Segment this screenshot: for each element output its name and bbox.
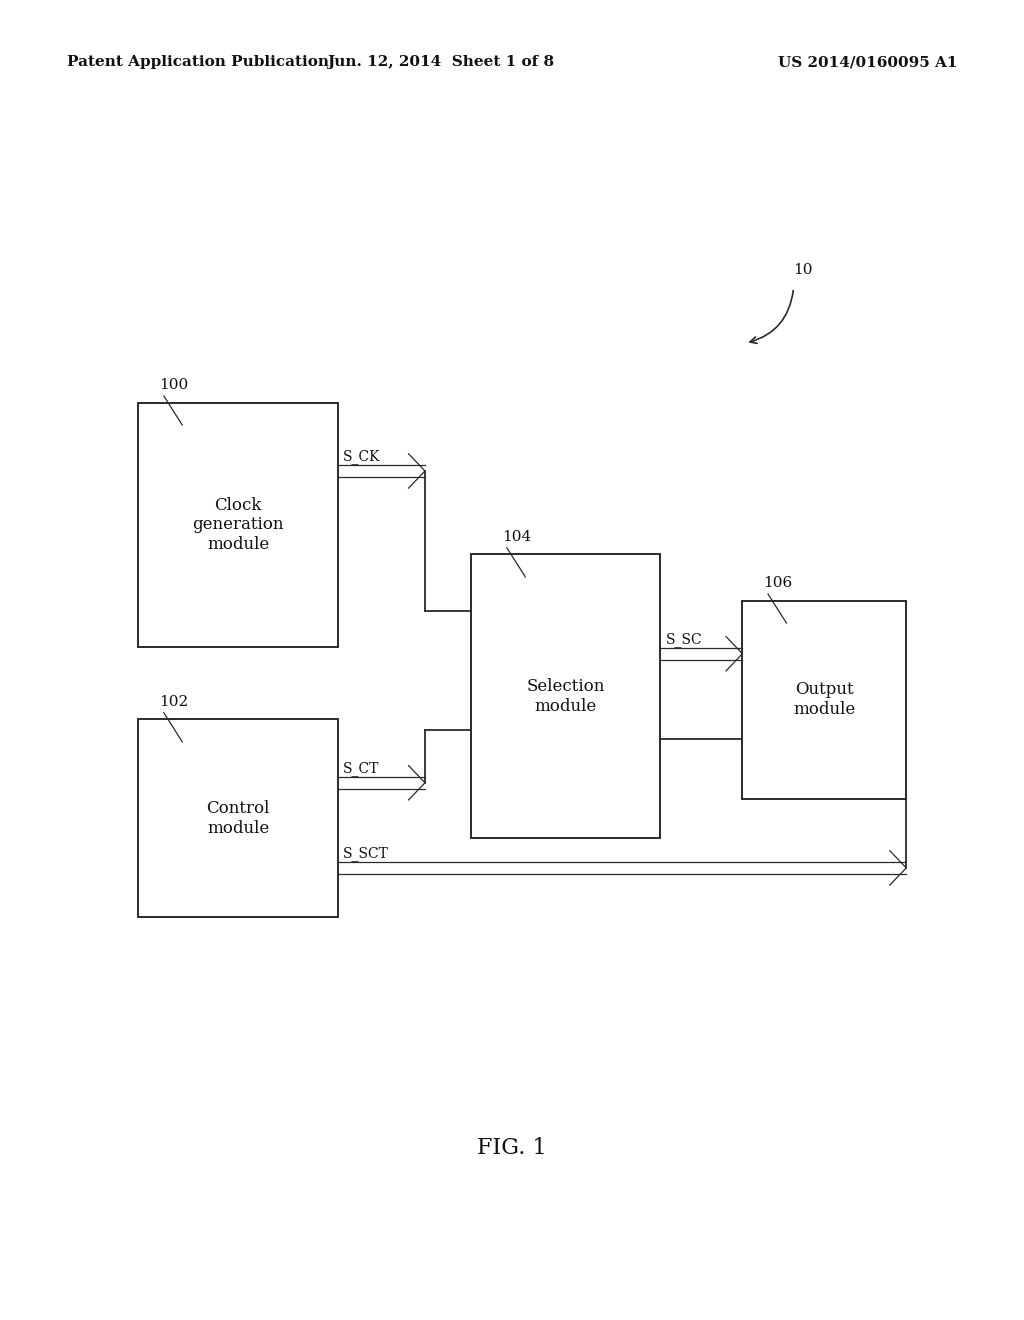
Text: S_CT: S_CT (343, 762, 380, 776)
Text: Clock
generation
module: Clock generation module (193, 496, 284, 553)
Bar (471, 554, 660, 838)
Text: 106: 106 (763, 576, 793, 590)
Text: 100: 100 (159, 378, 188, 392)
Text: 104: 104 (502, 529, 531, 544)
Text: S_CK: S_CK (343, 450, 381, 465)
Text: Jun. 12, 2014  Sheet 1 of 8: Jun. 12, 2014 Sheet 1 of 8 (327, 55, 554, 69)
Text: 10: 10 (794, 263, 813, 277)
Text: Selection
module: Selection module (526, 678, 605, 714)
Text: US 2014/0160095 A1: US 2014/0160095 A1 (778, 55, 957, 69)
Text: 102: 102 (159, 694, 188, 709)
Text: Patent Application Publication: Patent Application Publication (67, 55, 329, 69)
Text: Control
module: Control module (207, 800, 269, 837)
Text: FIG. 1: FIG. 1 (477, 1138, 547, 1159)
Bar (138, 403, 338, 647)
Text: Output
module: Output module (794, 681, 855, 718)
Bar (138, 719, 338, 917)
Text: S_SC: S_SC (666, 632, 702, 647)
FancyArrowPatch shape (750, 290, 794, 343)
Text: S_SCT: S_SCT (343, 846, 389, 862)
Bar (742, 601, 906, 799)
